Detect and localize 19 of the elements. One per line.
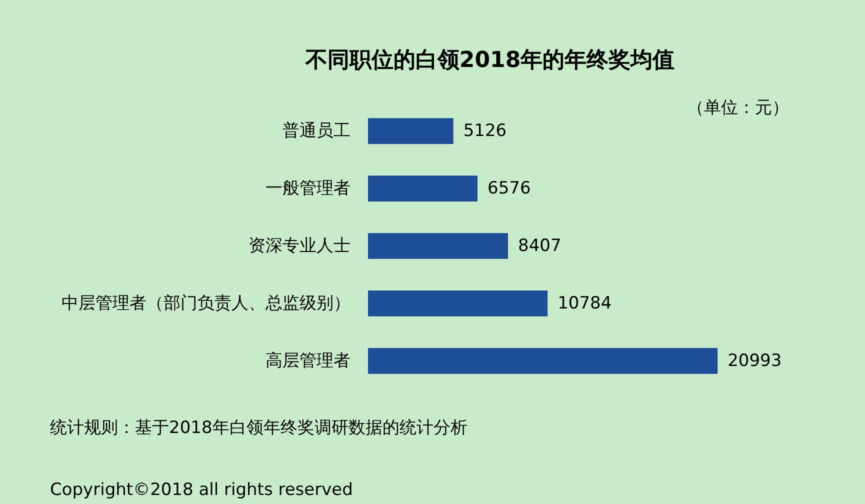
- chart-title: 不同职位的白领2018年的年终奖均值: [304, 48, 675, 73]
- data-label: 5126: [463, 121, 507, 142]
- y-tick-label: 高层管理者: [266, 350, 350, 371]
- bar: [368, 348, 718, 374]
- y-tick-label: 普通员工: [282, 121, 350, 142]
- annotation: （单位：元）: [687, 98, 789, 118]
- y-tick-label: 资深专业人士: [248, 236, 350, 256]
- bar: [368, 176, 478, 202]
- y-tick-label: 一般管理者: [266, 178, 350, 199]
- data-label: 6576: [488, 178, 531, 199]
- data-label: 20993: [728, 350, 782, 371]
- bar: [368, 290, 548, 316]
- bar: [368, 233, 508, 259]
- y-tick-label: 中层管理者（部门负责人、总监级别）: [62, 293, 350, 314]
- text: Copyright©2018 all rights reserved: [50, 480, 353, 500]
- bar: [368, 118, 454, 144]
- data-label: 10784: [558, 293, 612, 314]
- text: 统计规则：基于2018年白领年终奖调研数据的统计分析: [50, 418, 468, 438]
- data-label: 8407: [518, 236, 562, 256]
